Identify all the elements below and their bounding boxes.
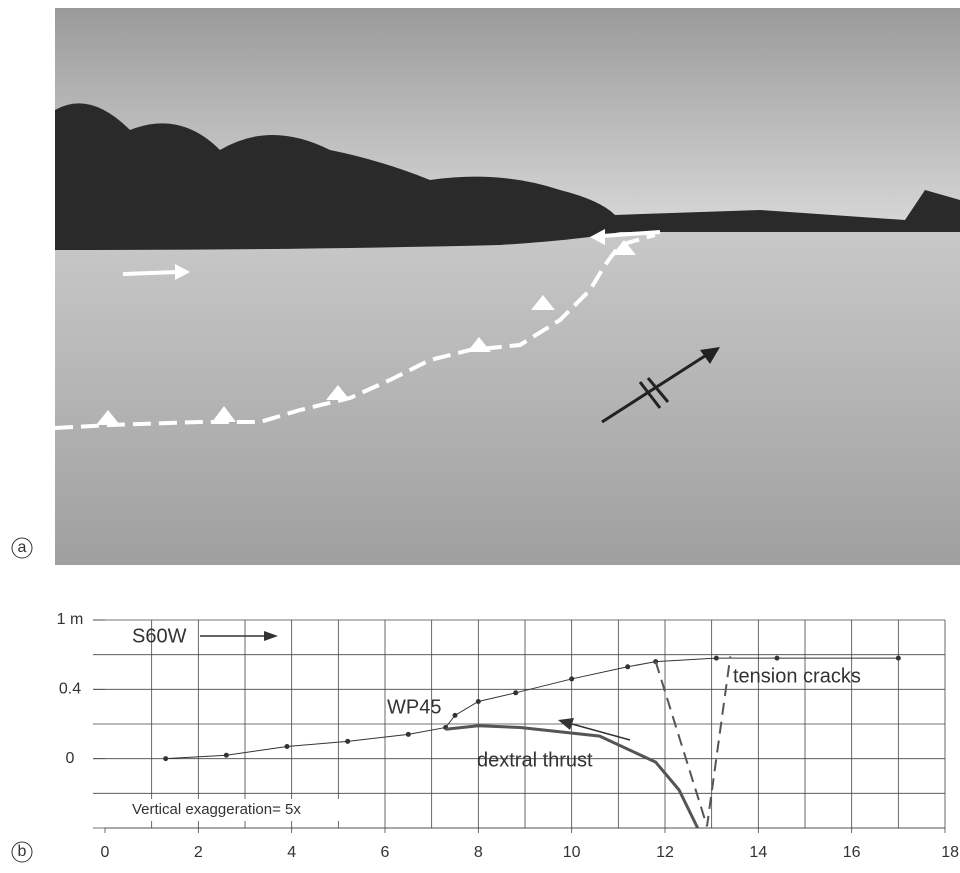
annotation: dextral thrust	[477, 749, 593, 771]
y-tick-label: 0.4	[59, 681, 81, 698]
profile-point	[452, 712, 458, 718]
panel-marker	[11, 841, 33, 863]
profile-point	[223, 752, 229, 758]
x-tick-label: 14	[749, 844, 767, 861]
x-tick-label: 8	[474, 844, 483, 861]
profile-point	[405, 731, 411, 737]
profile-point	[774, 655, 780, 661]
profile-point	[345, 738, 351, 744]
arrow	[571, 723, 631, 741]
annotation: Vertical exaggeration= 5x	[132, 801, 301, 818]
profile-point	[163, 756, 169, 762]
x-tick-label: 0	[101, 844, 110, 861]
x-tick-label: 6	[381, 844, 390, 861]
x-tick-label: 12	[656, 844, 674, 861]
photo	[54, 8, 960, 565]
profile-line	[445, 724, 700, 829]
panel-marker	[11, 537, 33, 559]
profile-point	[625, 664, 631, 670]
annotation: WP45	[387, 696, 441, 718]
x-tick-label: 2	[194, 844, 203, 861]
arrow-head	[264, 631, 278, 641]
panel-label: a	[18, 539, 27, 556]
profile-line	[654, 656, 732, 827]
profile-point	[284, 744, 290, 750]
label-bg	[130, 799, 370, 821]
y-tick-label: 1 m	[57, 611, 84, 628]
annotation: tension cracks	[733, 665, 861, 687]
profile-point	[475, 698, 481, 704]
panel-label: b	[18, 843, 27, 860]
x-tick-label: 10	[563, 844, 581, 861]
profile-point	[569, 676, 575, 682]
profile-point	[895, 655, 901, 661]
annotation: S60W	[132, 625, 187, 647]
y-tick-label: 0	[66, 750, 75, 767]
profile-point	[713, 655, 719, 661]
x-tick-label: 4	[287, 844, 296, 861]
x-tick-label: 18 m	[941, 844, 960, 861]
profile-point	[513, 690, 519, 696]
x-tick-label: 16	[843, 844, 861, 861]
arrow-head	[558, 718, 574, 730]
